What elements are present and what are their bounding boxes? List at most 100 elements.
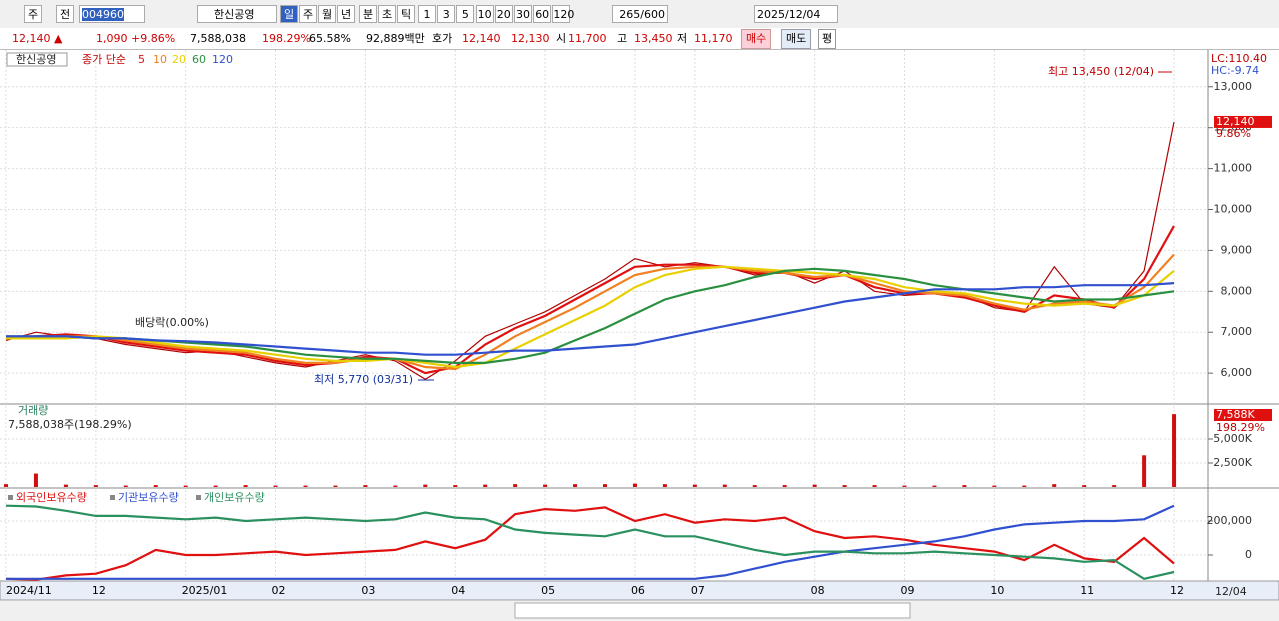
period-button[interactable]: 일 <box>280 5 298 23</box>
x-tick-label: 02 <box>272 584 286 597</box>
volume-bar <box>782 485 787 487</box>
volume-bar <box>483 484 488 487</box>
high: 13,450 <box>634 32 673 45</box>
last-change: 9.86% <box>1216 127 1251 140</box>
volume-bar <box>603 484 607 487</box>
legend-entry: 개인보유수량 <box>204 491 265 504</box>
chart: 2024/11 12 2025/01 02 03 04 05 06 07 08 09 10 11 126,… <box>0 50 1279 621</box>
volume-bar <box>333 485 338 487</box>
date-box[interactable]: 2025/12/04 <box>754 5 838 23</box>
lc: LC:110.40 <box>1211 52 1267 65</box>
prev-button[interactable]: 전 <box>56 5 74 23</box>
series-line <box>5 506 1175 581</box>
volume-ratio: 198.29% <box>1216 421 1265 434</box>
quote-bar: 12,140 ▲ 1,090 +9.86% 7,588,038 198.29% … <box>0 28 1279 50</box>
volume-bar <box>872 485 877 487</box>
last-price-box <box>1214 115 1272 128</box>
volume-bar <box>183 485 188 487</box>
count-box[interactable]: 265/600 <box>612 5 668 23</box>
scroll-thumb[interactable] <box>514 602 911 619</box>
volume-bar <box>932 485 937 487</box>
x-axis-bg <box>0 580 1279 601</box>
y-tick-label: 200,000 <box>1207 514 1253 527</box>
x-tick-label: 06 <box>631 584 645 597</box>
interval-button[interactable]: 60 <box>533 5 552 23</box>
period-button[interactable]: 주 <box>299 5 317 23</box>
x-tick-label: 08 <box>811 584 825 597</box>
interval-button[interactable]: 3 <box>437 5 456 23</box>
avg-button[interactable]: 평 <box>818 29 837 49</box>
volume-bar <box>1082 485 1087 487</box>
turnover: 65.58% <box>309 32 351 45</box>
volume-bar <box>812 484 817 487</box>
interval-button[interactable]: 30 <box>514 5 532 23</box>
volume-title: 거래량 <box>18 404 48 417</box>
sell-button[interactable]: 매도 <box>781 29 812 49</box>
volume-bar <box>1052 484 1057 487</box>
change: 1,090 <box>96 32 128 45</box>
y-tick-label: 10,000 <box>1214 203 1253 216</box>
x-tick-label: 11 <box>1080 584 1094 597</box>
open: 11,700 <box>568 32 607 45</box>
volume-bar <box>573 484 578 487</box>
plot: 2024/11 12 2025/01 02 03 04 05 06 07 08 09 10 11 126,… <box>0 50 1272 597</box>
volume: 7,588,038 <box>190 32 246 45</box>
volume-bar <box>513 484 518 487</box>
buy-button[interactable]: 매수 <box>741 29 772 49</box>
market-select[interactable]: 주 <box>24 5 42 23</box>
volume-bar <box>63 484 68 487</box>
volume-bar <box>662 484 667 487</box>
y-tick-label: 13,000 <box>1214 80 1253 93</box>
volume-bar <box>213 485 218 487</box>
volume-bar <box>303 485 308 487</box>
period-button[interactable]: 월 <box>318 5 336 23</box>
legend-entry: 20 <box>172 53 186 66</box>
volume-bar <box>842 485 847 487</box>
stock-name: 한신공영 <box>214 8 255 21</box>
period-button[interactable]: 초 <box>378 5 396 23</box>
series-line <box>6 282 1175 356</box>
x-tick-label: 04 <box>451 584 465 597</box>
x-tick-label: 2025/01 <box>182 584 228 597</box>
interval-button[interactable]: 10 <box>475 5 494 23</box>
volume-bar <box>1172 414 1177 487</box>
volume-bar <box>93 485 98 487</box>
legend-entry: 5 <box>138 53 145 66</box>
amount: 92,889백만 <box>366 32 425 45</box>
legend-entry: 120 <box>212 53 233 66</box>
interval-button[interactable]: 20 <box>494 5 513 23</box>
period-button[interactable]: 년 <box>337 5 355 23</box>
period-button[interactable]: 분 <box>359 5 377 23</box>
legend-box <box>6 52 68 67</box>
volume-bar <box>123 485 128 487</box>
volume-bar <box>722 484 727 487</box>
code-input[interactable]: 004960 <box>79 5 145 23</box>
name-box[interactable]: 한신공영 <box>197 5 277 23</box>
interval-button[interactable]: 1 <box>418 5 436 23</box>
series-line <box>6 253 1175 371</box>
volume-subtitle: 7,588,038주(198.29%) <box>8 418 132 431</box>
volume-bar <box>4 484 8 487</box>
y-tick-label: 2,500K <box>1213 456 1252 469</box>
interval-button[interactable]: 5 <box>456 5 475 23</box>
legend-ma-label: 종가 단순 <box>82 53 126 66</box>
volume-bar <box>273 485 278 487</box>
series-line <box>6 267 1175 364</box>
volume-bar <box>692 484 697 487</box>
volume-bar <box>423 484 428 487</box>
volume-bar <box>1112 485 1117 487</box>
series-line <box>5 504 1175 580</box>
period-button[interactable]: 틱 <box>397 5 415 23</box>
interval-button[interactable]: 120 <box>552 5 574 23</box>
legend-entry: 기관보유수량 <box>118 491 179 504</box>
y-tick-label: 7,000 <box>1221 325 1253 338</box>
volume-bar <box>752 485 757 487</box>
high-note: 최고 13,450 (12/04) <box>1048 65 1154 78</box>
label: 저 <box>677 32 688 45</box>
last-price: 12,140 <box>1216 115 1255 128</box>
series-line <box>6 265 1175 369</box>
ask: 12,140 <box>462 32 501 45</box>
legend-entry: 10 <box>153 53 167 66</box>
last-volume-box <box>1214 409 1272 421</box>
